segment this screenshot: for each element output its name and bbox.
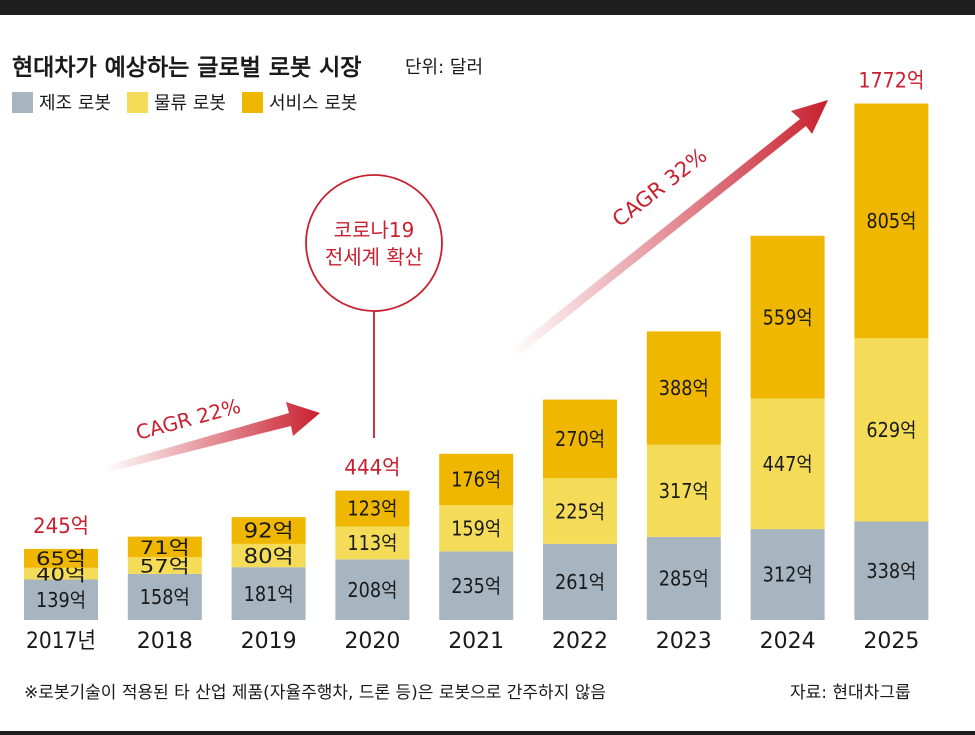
covid-callout-circle [305, 174, 443, 312]
bottom-rule [0, 731, 975, 735]
data-label: 176억 [451, 468, 501, 492]
bar-segment-logistics-1 [127, 557, 202, 574]
bar-segment-service-4 [439, 453, 514, 506]
bar-segment-service-3 [335, 490, 410, 527]
data-label: 181억 [244, 582, 294, 606]
total-label: 1772억 [858, 69, 924, 93]
legend-label-logistics: 물류 로봇 [153, 93, 226, 114]
data-label: 261억 [555, 570, 605, 594]
legend-swatch-logistics [126, 91, 148, 113]
data-label: 559억 [763, 306, 813, 330]
bar-segment-manufacturing-8 [854, 521, 929, 620]
bar-segment-logistics-8 [854, 338, 929, 522]
data-label: 57억 [140, 556, 190, 578]
bar-segment-manufacturing-6 [646, 536, 721, 620]
legend-swatch-service [241, 91, 263, 113]
data-label: 139억 [36, 588, 86, 612]
bar-segment-manufacturing-0 [24, 579, 98, 620]
bar-segment-service-7 [750, 235, 825, 399]
footnote: ※로봇기술이 적용된 타 산업 제품(자율주행차, 드론 등)은 로봇으로 간주… [24, 683, 607, 703]
bar-segment-manufacturing-4 [439, 551, 514, 620]
bar-segment-service-8 [854, 103, 929, 339]
data-label: 285억 [659, 567, 709, 591]
data-label: 317억 [659, 479, 709, 503]
data-label: 92억 [244, 519, 294, 543]
legend-label-service: 서비스 로봇 [268, 93, 358, 114]
bar-segment-logistics-5 [543, 478, 617, 544]
data-label: 80억 [244, 544, 294, 568]
bar-segment-service-1 [127, 536, 202, 558]
x-tick-label: 2025 [863, 629, 919, 654]
data-label: 629억 [866, 418, 916, 442]
data-label: 270억 [555, 427, 605, 451]
legend-item-manufacturing: 제조 로봇 [12, 89, 111, 115]
legend-label-manufacturing: 제조 로봇 [39, 93, 111, 114]
bar-segment-manufacturing-7 [750, 529, 825, 620]
data-label: 235억 [451, 574, 501, 598]
bar-segment-logistics-6 [646, 444, 721, 537]
data-label: 158억 [140, 585, 190, 609]
x-tick-label: 2018 [137, 629, 193, 654]
data-label: 123억 [347, 497, 397, 521]
unit-label: 단위: 달러 [405, 57, 484, 78]
bar-segment-logistics-0 [24, 567, 98, 580]
cagr-label-2: CAGR 32% [608, 143, 712, 231]
data-label: 65억 [36, 548, 86, 570]
bar-segment-manufacturing-1 [127, 573, 202, 620]
x-tick-label: 2023 [656, 629, 712, 654]
legend: 제조 로봇 물류 로봇 서비스 로봇 [12, 89, 373, 115]
x-tick-label: 2024 [760, 629, 816, 654]
x-tick-label: 2020 [344, 629, 400, 654]
data-label: 388억 [659, 376, 709, 400]
data-label: 208억 [347, 578, 397, 602]
legend-swatch-manufacturing [12, 91, 33, 113]
bar-segment-logistics-7 [750, 398, 825, 530]
data-label: 71억 [140, 537, 190, 559]
total-label: 444억 [344, 456, 400, 480]
bar-segment-logistics-4 [439, 505, 514, 552]
bar-segment-service-6 [646, 331, 721, 445]
bar-segment-logistics-2 [231, 543, 306, 568]
bar-segment-manufacturing-5 [543, 543, 617, 620]
data-label: 159억 [451, 517, 501, 541]
x-tick-label: 2017년 [26, 629, 96, 654]
bar-segment-service-5 [543, 399, 617, 479]
data-label: 40억 [36, 564, 86, 586]
covid-callout-line1: 코로나19 [334, 218, 415, 242]
bar-segment-manufacturing-2 [231, 567, 306, 620]
cagr-arrow-2 [512, 100, 828, 356]
chart-title: 현대차가 예상하는 글로벌 로봇 시장 [12, 55, 362, 81]
cagr-arrow-1 [105, 402, 320, 472]
x-tick-label: 2021 [448, 629, 504, 654]
data-label: 113억 [347, 531, 397, 555]
legend-item-service: 서비스 로봇 [241, 89, 358, 115]
bar-segment-manufacturing-3 [335, 559, 410, 620]
bar-segment-service-2 [231, 517, 306, 544]
data-label: 447억 [763, 452, 813, 476]
source-credit: 자료: 현대차그룹 [790, 683, 911, 703]
data-label: 225억 [555, 499, 605, 523]
covid-callout-line2: 전세계 확산 [325, 245, 423, 269]
data-label: 805억 [866, 209, 916, 233]
x-tick-label: 2022 [552, 629, 608, 654]
bar-segment-service-0 [24, 548, 98, 568]
top-rule [0, 0, 975, 15]
legend-item-logistics: 물류 로봇 [126, 89, 226, 115]
data-label: 338억 [866, 559, 916, 583]
bar-segment-logistics-3 [335, 526, 410, 560]
x-tick-label: 2019 [241, 629, 297, 654]
data-label: 312억 [763, 563, 813, 587]
total-label: 245억 [33, 514, 89, 538]
